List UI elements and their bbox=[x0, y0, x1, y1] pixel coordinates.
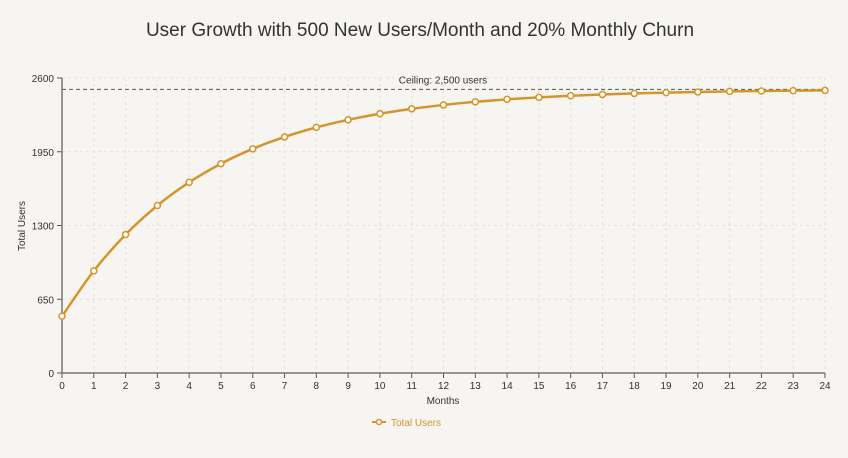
data-point bbox=[185, 178, 193, 187]
data-point bbox=[694, 88, 702, 96]
data-point bbox=[217, 159, 225, 168]
x-tick-label: 19 bbox=[660, 381, 672, 392]
x-tick-label: 18 bbox=[629, 381, 641, 392]
data-point bbox=[757, 87, 766, 95]
x-tick-label: 23 bbox=[788, 381, 800, 392]
data-point bbox=[344, 116, 352, 124]
x-tick-label: 5 bbox=[218, 381, 224, 392]
x-tick-label: 10 bbox=[374, 381, 386, 392]
y-tick-label: 1300 bbox=[32, 222, 55, 233]
x-tick-label: 14 bbox=[502, 381, 514, 392]
x-tick-label: 9 bbox=[345, 381, 351, 392]
data-point bbox=[407, 105, 416, 113]
x-tick-label: 21 bbox=[724, 381, 736, 392]
data-point bbox=[566, 91, 575, 100]
data-point bbox=[121, 230, 130, 239]
data-point bbox=[471, 98, 480, 106]
data-point bbox=[789, 86, 797, 95]
data-point bbox=[58, 312, 66, 321]
data-point bbox=[662, 88, 670, 97]
x-tick-label: 6 bbox=[250, 381, 256, 392]
legend[interactable]: Total Users bbox=[372, 418, 441, 429]
data-point bbox=[376, 109, 384, 118]
x-tick-label: 22 bbox=[756, 381, 768, 392]
y-tick-label: 650 bbox=[37, 295, 54, 306]
data-point bbox=[280, 133, 289, 141]
x-tick-label: 8 bbox=[314, 381, 320, 392]
data-point bbox=[503, 95, 511, 104]
x-tick-label: 16 bbox=[565, 381, 577, 392]
data-point bbox=[249, 145, 257, 153]
data-point bbox=[90, 267, 98, 275]
y-tick-label: 2600 bbox=[32, 74, 55, 85]
x-tick-label: 15 bbox=[533, 381, 545, 392]
data-point bbox=[439, 101, 448, 109]
x-tick-label: 4 bbox=[186, 381, 192, 392]
x-tick-label: 17 bbox=[597, 381, 609, 392]
x-tick-label: 12 bbox=[438, 381, 450, 392]
data-point bbox=[535, 93, 543, 102]
x-tick-label: 7 bbox=[282, 381, 288, 392]
legend-label: Total Users bbox=[391, 418, 441, 429]
y-axis-label: Total Users bbox=[17, 201, 28, 251]
x-tick-label: 3 bbox=[155, 381, 161, 392]
x-tick-label: 13 bbox=[470, 381, 482, 392]
y-tick-label: 1950 bbox=[32, 148, 55, 159]
data-point bbox=[630, 89, 638, 98]
x-axis-label: Months bbox=[427, 396, 460, 407]
x-tick-label: 2 bbox=[123, 381, 129, 392]
data-point bbox=[598, 90, 607, 99]
data-point bbox=[312, 123, 321, 132]
x-tick-label: 1 bbox=[91, 381, 97, 392]
ceiling-label: Ceiling: 2,500 users bbox=[399, 75, 487, 86]
x-tick-label: 20 bbox=[692, 381, 704, 392]
x-tick-label: 24 bbox=[819, 381, 831, 392]
chart-title: User Growth with 500 New Users/Month and… bbox=[146, 20, 694, 41]
data-point bbox=[153, 201, 162, 210]
x-tick-label: 0 bbox=[59, 381, 65, 392]
data-point bbox=[725, 87, 734, 96]
x-tick-label: 11 bbox=[407, 381, 418, 392]
data-point bbox=[821, 86, 829, 95]
y-tick-label: 0 bbox=[48, 369, 54, 380]
legend-marker-icon bbox=[375, 418, 383, 426]
